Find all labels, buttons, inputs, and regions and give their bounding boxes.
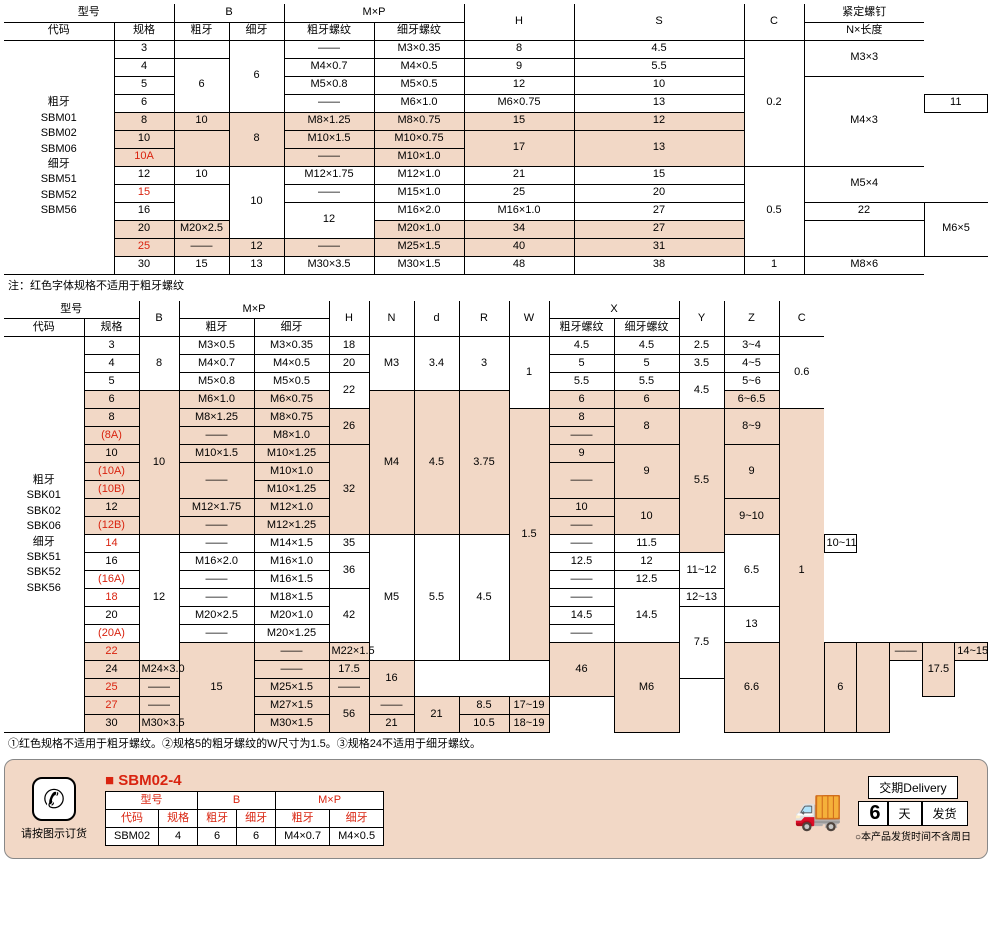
t2-h-MPc: 粗牙 [179,319,254,337]
t2-h-W: W [509,301,549,337]
h-MPc: 粗牙螺纹 [284,22,374,40]
h-spec: 规格 [114,22,174,40]
ft-h-MPf: 细牙 [330,810,384,828]
t2-h-Z: Z [724,301,779,337]
t2-h-X: X [549,301,679,319]
ft-h-MPc: 粗牙 [276,810,330,828]
t2-h-d: d [414,301,459,337]
ft-MPc: M4×0.7 [276,828,330,846]
delivery-label: 交期Delivery [868,776,957,799]
ft-h-Bf: 细牙 [237,810,276,828]
t2-h-MxP: M×P [179,301,329,319]
h-MxP: M×P [284,4,464,22]
h-Bf: 细牙 [229,22,284,40]
h-H: H [464,4,574,40]
t2-h-Xf: 细牙螺纹 [614,319,679,337]
t2-h-spec: 规格 [84,319,139,337]
ft-spec: 4 [159,828,198,846]
ft-Bc: 6 [198,828,237,846]
delivery-unit: 天 [888,801,922,826]
example-title: SBM02-4 [105,772,384,789]
h-B: B [174,4,284,22]
order-footer: ✆ 请按图示订货 SBM02-4 型号 B M×P 代码 规格 粗牙 细牙 粗牙… [4,759,988,859]
phone-icon: ✆ [32,777,76,821]
t2-codes: 粗牙 SBK01SBK02SBK06 细牙 SBK51SBK52SBK56 [4,337,84,733]
ft-h-model: 型号 [106,792,198,810]
ft-h-MxP: M×P [276,792,384,810]
t2-h-B: B [139,301,179,337]
h-model: 型号 [4,4,174,22]
truck-icon: 🚚 [793,786,843,833]
ft-h-Bc: 粗牙 [198,810,237,828]
spec-table-1: 型号 B M×P H S C 紧定螺钉 代码 规格 粗牙 细牙 粗牙螺纹 细牙螺… [4,4,988,275]
t2-h-code: 代码 [4,319,84,337]
ft-Bf: 6 [237,828,276,846]
table1-note: 注：红色字体规格不适用于粗牙螺纹 [8,277,988,293]
example-table: 型号 B M×P 代码 规格 粗牙 细牙 粗牙 细牙 SBM02 4 6 6 M… [105,791,384,846]
t1-codes: 粗牙SBM01SBM02SBM06细牙SBM51SBM52SBM56 [4,40,114,274]
table2-note: ①红色规格不适用于粗牙螺纹。②规格5的粗牙螺纹的W尺寸为1.5。③规格24不适用… [8,735,988,751]
t2-h-MPf: 细牙 [254,319,329,337]
t2-h-model: 型号 [4,301,139,319]
delivery-note: ○本产品发货时间不含周日 [855,828,971,843]
ft-MPf: M4×0.5 [330,828,384,846]
h-screw-sub: N×长度 [804,22,924,40]
t2-h-Y: Y [679,301,724,337]
t2-h-C: C [779,301,824,337]
ft-code: SBM02 [106,828,159,846]
t2-h-H: H [329,301,369,337]
t2-h-N: N [369,301,414,337]
t2-h-Xc: 粗牙螺纹 [549,319,614,337]
ft-h-spec: 规格 [159,810,198,828]
t2-h-R: R [459,301,509,337]
ft-h-code: 代码 [106,810,159,828]
spec-table-2: 型号 B M×P H N d R W X Y Z C 代码 规格 粗牙 细牙 粗… [4,301,988,734]
h-Bc: 粗牙 [174,22,229,40]
h-C: C [744,4,804,40]
h-MPf: 细牙螺纹 [374,22,464,40]
h-screw: 紧定螺钉 [804,4,924,22]
delivery-days: 6 [858,801,887,826]
order-hint: 请按图示订货 [21,825,87,841]
delivery-ship: 发货 [922,801,968,826]
ft-h-B: B [198,792,276,810]
h-S: S [574,4,744,40]
h-code: 代码 [4,22,114,40]
